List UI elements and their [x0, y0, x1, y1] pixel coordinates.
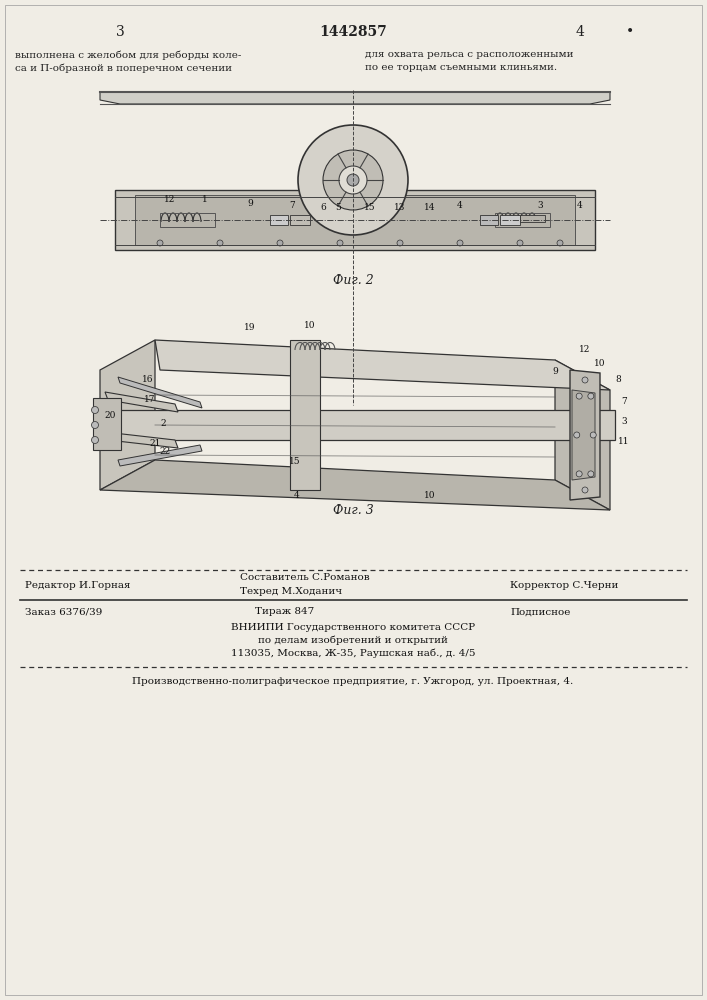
- Circle shape: [337, 240, 343, 246]
- Text: 4: 4: [457, 200, 463, 210]
- Circle shape: [298, 125, 408, 235]
- Text: Подписное: Подписное: [510, 607, 571, 616]
- Circle shape: [323, 150, 383, 210]
- Text: 3: 3: [116, 25, 124, 39]
- Circle shape: [277, 240, 283, 246]
- Text: 9: 9: [552, 367, 558, 376]
- Text: Тираж 847: Тираж 847: [255, 607, 315, 616]
- Text: 10: 10: [304, 320, 316, 330]
- Text: Фиг. 2: Фиг. 2: [332, 273, 373, 286]
- Text: 20: 20: [105, 410, 116, 420]
- Polygon shape: [100, 340, 155, 490]
- Polygon shape: [100, 460, 610, 510]
- Polygon shape: [570, 370, 600, 500]
- Polygon shape: [105, 392, 178, 412]
- Circle shape: [588, 471, 594, 477]
- Bar: [270, 215, 288, 225]
- Circle shape: [91, 422, 98, 428]
- Text: 4: 4: [294, 490, 300, 499]
- Circle shape: [588, 393, 594, 399]
- Bar: [160, 213, 215, 227]
- Text: 7: 7: [289, 200, 295, 210]
- Text: 1442857: 1442857: [319, 25, 387, 39]
- Text: 15: 15: [289, 458, 300, 466]
- Text: 113035, Москва, Ж-35, Раушская наб., д. 4/5: 113035, Москва, Ж-35, Раушская наб., д. …: [230, 648, 475, 658]
- Text: по делам изобретений и открытий: по делам изобретений и открытий: [258, 635, 448, 645]
- Circle shape: [339, 166, 367, 194]
- Bar: [495, 213, 550, 227]
- Text: 21: 21: [149, 438, 160, 448]
- Text: 3: 3: [621, 418, 627, 426]
- Text: Составитель С.Романов: Составитель С.Романов: [240, 574, 370, 582]
- Text: Производственно-полиграфическое предприятие, г. Ужгород, ул. Проектная, 4.: Производственно-полиграфическое предприя…: [132, 678, 573, 686]
- Bar: [520, 215, 545, 222]
- Circle shape: [574, 432, 580, 438]
- Polygon shape: [118, 445, 202, 466]
- Text: 1: 1: [202, 196, 208, 205]
- Text: 12: 12: [579, 346, 590, 355]
- Text: 6: 6: [320, 202, 326, 212]
- Text: 10: 10: [424, 490, 436, 499]
- Bar: [100, 410, 615, 440]
- Circle shape: [91, 436, 98, 444]
- Bar: [115, 190, 595, 250]
- Text: 4: 4: [575, 25, 585, 39]
- Circle shape: [517, 240, 523, 246]
- Circle shape: [582, 377, 588, 383]
- Bar: [290, 215, 310, 225]
- Text: 3: 3: [537, 200, 543, 210]
- Text: Редактор И.Горная: Редактор И.Горная: [25, 580, 131, 589]
- Text: выполнена с желобом для реборды коле-
са и П-образной в поперечном сечении: выполнена с желобом для реборды коле- са…: [15, 50, 241, 73]
- Text: 17: 17: [144, 395, 156, 404]
- Text: для охвата рельса с расположенными
по ее торцам съемными клиньями.: для охвата рельса с расположенными по ее…: [365, 50, 573, 72]
- Polygon shape: [155, 340, 610, 390]
- Polygon shape: [555, 360, 610, 510]
- Text: Заказ 6376/39: Заказ 6376/39: [25, 607, 103, 616]
- Text: 22: 22: [159, 448, 170, 456]
- Text: Техред М.Хoданич: Техред М.Хoданич: [240, 587, 342, 596]
- Text: Фиг. 3: Фиг. 3: [332, 504, 373, 516]
- Text: 16: 16: [142, 375, 153, 384]
- Bar: [135, 195, 575, 245]
- Bar: [290, 340, 320, 490]
- Text: 14: 14: [424, 202, 436, 212]
- Polygon shape: [105, 432, 178, 448]
- Text: 15: 15: [364, 202, 376, 212]
- Circle shape: [557, 240, 563, 246]
- Polygon shape: [100, 92, 610, 104]
- Text: 10: 10: [595, 359, 606, 367]
- Circle shape: [590, 432, 596, 438]
- Circle shape: [576, 393, 582, 399]
- Text: 8: 8: [615, 375, 621, 384]
- Text: Корректор С.Черни: Корректор С.Черни: [510, 580, 619, 589]
- Bar: [93, 398, 121, 450]
- Text: 2: 2: [160, 420, 166, 428]
- Circle shape: [91, 406, 98, 414]
- Text: 12: 12: [164, 196, 175, 205]
- Circle shape: [217, 240, 223, 246]
- Text: ВНИИПИ Государственного комитета СССР: ВНИИПИ Государственного комитета СССР: [231, 622, 475, 632]
- Text: 9: 9: [247, 198, 253, 208]
- Polygon shape: [572, 390, 595, 480]
- Circle shape: [397, 240, 403, 246]
- Circle shape: [457, 240, 463, 246]
- Circle shape: [157, 240, 163, 246]
- Text: •: •: [626, 25, 634, 39]
- Circle shape: [582, 487, 588, 493]
- Text: 19: 19: [244, 324, 256, 332]
- Bar: [480, 215, 498, 225]
- Polygon shape: [118, 377, 202, 408]
- Text: 11: 11: [618, 438, 630, 446]
- Circle shape: [576, 471, 582, 477]
- Bar: [500, 215, 520, 225]
- Circle shape: [347, 174, 359, 186]
- Text: 5: 5: [335, 202, 341, 212]
- Text: 4: 4: [577, 200, 583, 210]
- Text: 13: 13: [395, 202, 406, 212]
- Text: 7: 7: [621, 397, 627, 406]
